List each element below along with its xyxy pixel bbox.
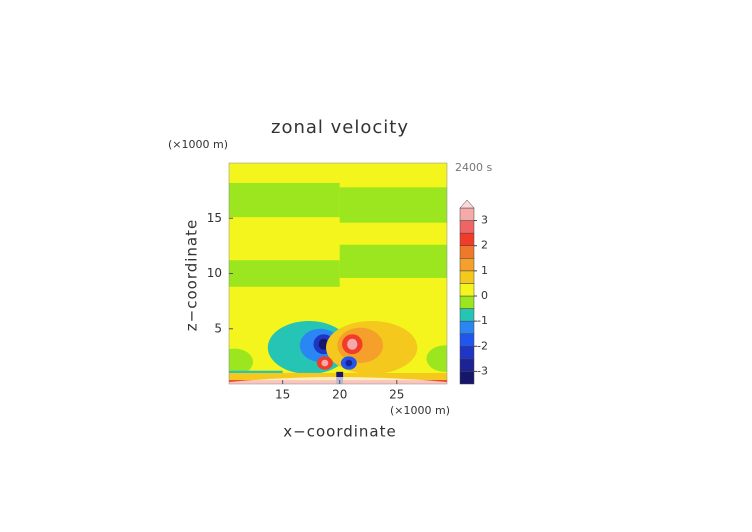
colorbar-tick-label: -2 <box>477 339 488 352</box>
y-tick-label: 15 <box>207 211 222 225</box>
contour-band <box>229 370 283 373</box>
colorbar-tick-label: 3 <box>481 214 488 227</box>
chart-title: zonal velocity <box>271 117 409 138</box>
colorbar-bin <box>459 333 475 347</box>
colorbar-bin <box>459 308 475 322</box>
contour-band <box>339 187 447 223</box>
plot-area: 15 20 25 5 10 15 <box>207 162 448 402</box>
contour-band <box>229 182 340 218</box>
colorbar-bin <box>459 283 475 297</box>
y-unit: (×1000 m) <box>168 138 228 151</box>
colorbar-tick-label: -1 <box>477 314 488 327</box>
field <box>229 163 447 384</box>
colorbar-bin <box>459 358 475 372</box>
colorbar-bin <box>459 371 475 385</box>
time-label: 2400 s <box>455 161 492 174</box>
y-tick-label: 5 <box>214 321 222 335</box>
contour-band <box>229 260 340 287</box>
y-tick-label: 10 <box>207 266 222 280</box>
contour-cell <box>345 359 353 367</box>
colorbar-tick-label: 1 <box>481 264 488 277</box>
colorbar-bin <box>459 232 475 246</box>
contour-cell <box>321 359 329 367</box>
colorbar-bin <box>459 258 475 272</box>
colorbar-bin <box>459 346 475 360</box>
terrain <box>229 377 447 384</box>
y-axis-label: z−coordinate <box>183 219 201 331</box>
x-tick-label: 15 <box>275 388 290 402</box>
x-axis-label: x−coordinate <box>283 423 396 441</box>
contour-cell <box>347 338 358 350</box>
colorbar-tick-label: -3 <box>477 364 488 377</box>
x-tick-label: 20 <box>332 388 347 402</box>
colorbar-bin <box>459 245 475 259</box>
colorbar-bin <box>459 295 475 309</box>
colorbar-bin <box>459 270 475 284</box>
colorbar-bin <box>459 207 475 221</box>
colorbar-bin <box>459 220 475 234</box>
colorbar: -3 -2 -1 0 1 2 3 <box>459 199 488 385</box>
colorbar-extend <box>459 199 475 209</box>
contour-band <box>339 244 447 278</box>
x-tick-label: 25 <box>389 388 404 402</box>
colorbar-bin <box>459 320 475 334</box>
contour-cell <box>229 348 253 376</box>
x-unit: (×1000 m) <box>390 404 450 417</box>
contour-cell <box>426 345 447 372</box>
colorbar-tick-label: 2 <box>481 239 488 252</box>
colorbar-tick-label: 0 <box>481 289 488 302</box>
